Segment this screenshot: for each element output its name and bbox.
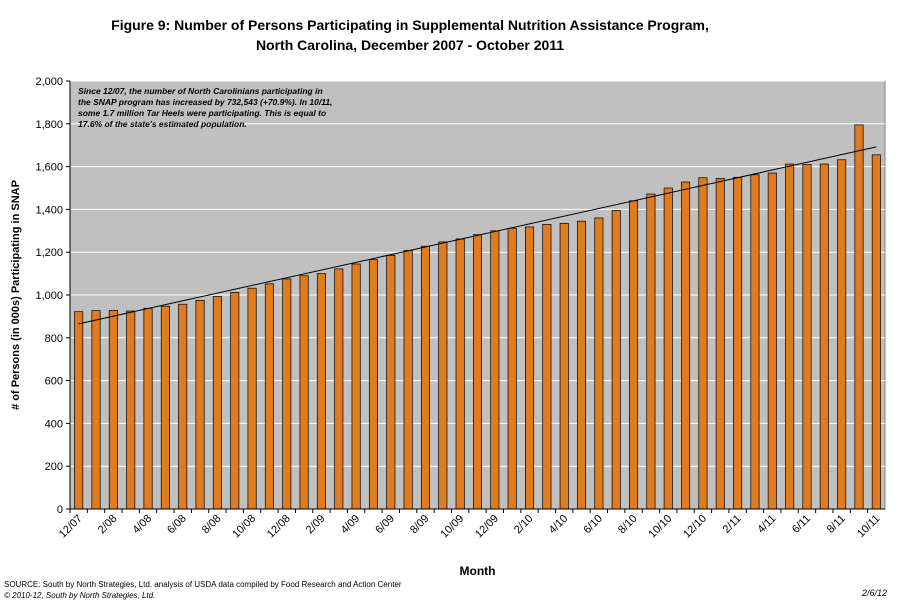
bar [837, 159, 847, 510]
y-tick-label: 600 [45, 376, 63, 388]
bar [559, 222, 569, 510]
bar [91, 310, 101, 510]
chart-title-line1: Figure 9: Number of Persons Participatin… [111, 17, 709, 33]
x-tick-label: 4/11 [755, 513, 778, 536]
bar [108, 310, 118, 510]
x-tick-label: 10/09 [438, 513, 466, 541]
bar [368, 259, 378, 510]
x-tick-label: 4/09 [339, 513, 363, 537]
date-stamp: 2/6/12 [861, 588, 887, 598]
chart-title-line2: North Carolina, December 2007 - October … [255, 37, 565, 53]
bar [195, 300, 205, 510]
y-axis-title: # of Persons (in 000s) Participating in … [10, 180, 22, 410]
bar [351, 263, 361, 510]
x-tick-label: 6/08 [165, 513, 189, 537]
y-tick-label: 1,600 [35, 162, 63, 174]
bar [178, 303, 188, 510]
bar [386, 255, 396, 510]
bar [160, 305, 170, 510]
bar [698, 177, 708, 510]
y-tick-label: 400 [45, 418, 63, 430]
bar [455, 238, 465, 510]
bar [663, 187, 673, 510]
bar [230, 292, 240, 510]
bar [264, 283, 274, 510]
bar [854, 124, 864, 510]
bar [247, 287, 257, 510]
x-tick-label: 4/10 [547, 513, 571, 537]
bar [143, 307, 153, 510]
bar [802, 164, 812, 510]
x-tick-label: 12/07 [57, 513, 85, 541]
bar [871, 154, 881, 510]
y-tick-label: 1,400 [35, 204, 63, 216]
x-tick-label: 12/10 [681, 513, 709, 541]
bar [594, 217, 604, 510]
y-tick-label: 2,000 [35, 76, 63, 88]
bar [334, 268, 344, 510]
bar [525, 226, 535, 510]
bar [282, 278, 292, 510]
x-tick-label: 10/08 [230, 513, 258, 541]
bar [629, 200, 639, 510]
y-tick-label: 0 [57, 504, 63, 516]
bar [74, 311, 84, 510]
y-tick-label: 1,000 [35, 290, 63, 302]
y-tick-label: 200 [45, 461, 63, 473]
bar [542, 224, 552, 510]
x-tick-label: 8/08 [200, 513, 224, 537]
bar [681, 181, 691, 510]
x-tick-label: 2/11 [721, 513, 744, 536]
x-tick-label: 10/10 [646, 513, 674, 541]
bar [316, 273, 326, 510]
bar [299, 275, 309, 510]
bar [819, 163, 829, 510]
bar [212, 296, 222, 510]
x-tick-label: 2/08 [96, 513, 120, 537]
bar [733, 176, 743, 510]
x-tick-label: 4/08 [131, 513, 155, 537]
x-axis-title: Month [460, 564, 496, 578]
x-tick-label: 2/10 [512, 513, 536, 537]
y-tick-label: 1,200 [35, 247, 63, 259]
x-tick-label: 8/10 [616, 513, 640, 537]
annotation-note: Since 12/07, the number of North Carolin… [78, 86, 332, 129]
x-tick-label: 2/09 [304, 513, 328, 537]
bar [403, 250, 413, 510]
x-tick-label: 6/11 [790, 513, 813, 536]
bar [472, 234, 483, 510]
bar [438, 241, 448, 510]
bar [767, 172, 777, 510]
x-tick-label: 6/09 [373, 513, 397, 537]
bar [577, 220, 587, 510]
bar [507, 227, 517, 510]
bar [750, 174, 760, 510]
source-note: SOURCE: South by North Strategies, Ltd. … [4, 580, 402, 589]
bar [420, 245, 430, 510]
bar [646, 193, 656, 510]
copyright-note: © 2010-12, South by North Strategies, Lt… [4, 591, 156, 600]
bar [785, 163, 795, 510]
y-tick-label: 800 [45, 333, 63, 345]
x-tick-label: 10/11 [855, 513, 882, 540]
y-tick-label: 1,800 [35, 119, 63, 131]
bar [490, 230, 500, 510]
x-tick-label: 8/11 [825, 513, 848, 536]
x-tick-label: 12/09 [473, 513, 501, 541]
bar [126, 310, 136, 510]
bar [611, 210, 621, 510]
trendline [78, 146, 877, 325]
x-tick-label: 12/08 [265, 513, 293, 541]
x-tick-label: 6/10 [581, 513, 605, 537]
x-tick-label: 8/09 [408, 513, 432, 537]
bar [715, 178, 725, 510]
